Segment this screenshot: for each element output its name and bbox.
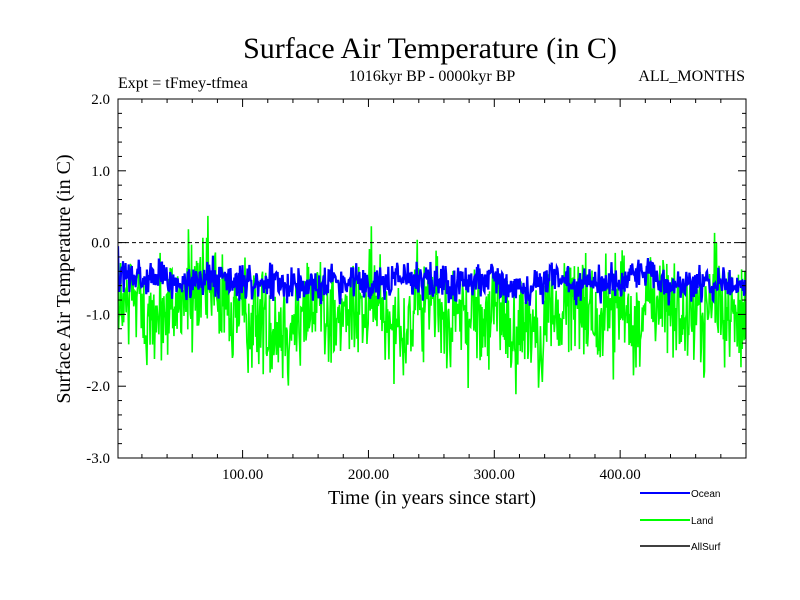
legend-label-ocean: Ocean — [691, 489, 720, 500]
y-tick-label: 2.0 — [91, 92, 110, 108]
x-tick-label: 400.00 — [600, 467, 641, 483]
series-layer — [118, 215, 746, 395]
y-tick-label: -3.0 — [86, 451, 110, 467]
tick-label-layer: 2.0 1.0 0.0 -1.0 -2.0 -3.0 100.00 200.00 300.00 4… — [86, 92, 641, 483]
legend-label-land: Land — [691, 516, 713, 527]
y-tick-label: -1.0 — [86, 307, 110, 323]
legend: Ocean Land AllSurf — [640, 489, 721, 553]
y-tick-label: 1.0 — [91, 164, 110, 180]
x-tick-label: 300.00 — [474, 467, 515, 483]
months-label: ALL_MONTHS — [638, 68, 745, 85]
y-tick-label: -2.0 — [86, 379, 110, 395]
axes-layer — [117, 98, 747, 459]
legend-label-allsurf: AllSurf — [691, 542, 721, 553]
experiment-label: Expt = tFmey-tfmea — [118, 75, 248, 92]
y-axis-label: Surface Air Temperature (in C) — [53, 154, 75, 403]
x-tick-label: 100.00 — [222, 467, 263, 483]
plot-frame — [117, 98, 747, 459]
period-label: 1016kyr BP - 0000kyr BP — [349, 68, 516, 85]
x-axis-label: Time (in years since start) — [328, 487, 536, 509]
series-line-ocean — [118, 246, 746, 306]
chart-title: Surface Air Temperature (in C) — [243, 32, 617, 65]
x-tick-label: 200.00 — [348, 467, 389, 483]
y-tick-label: 0.0 — [91, 236, 110, 252]
